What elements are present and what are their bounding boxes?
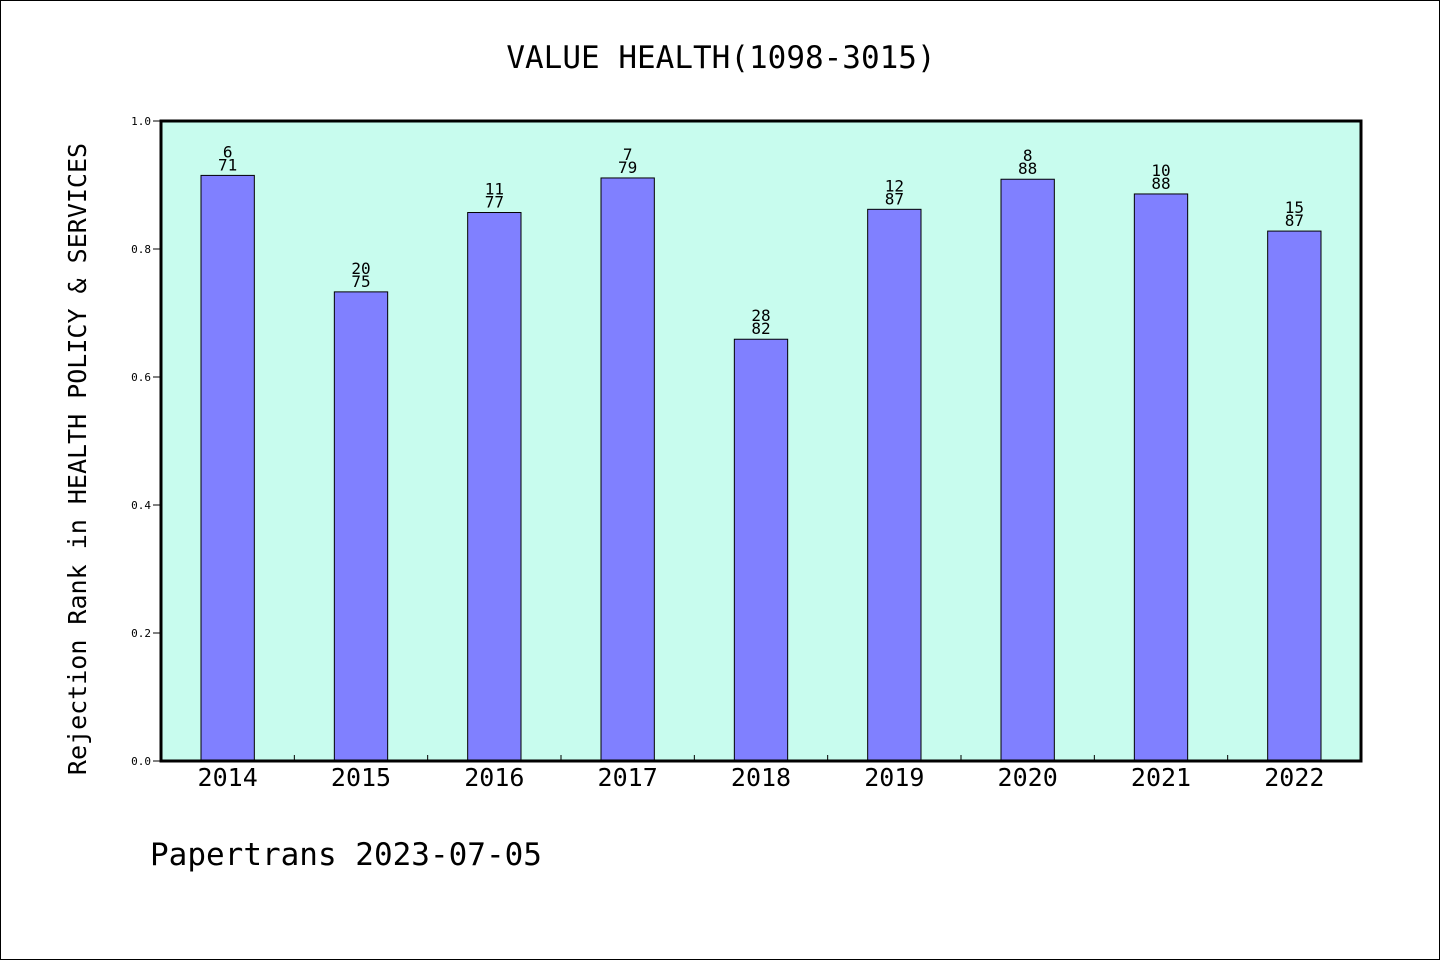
bar-label-rank: 6 (223, 142, 233, 161)
bar-label-total: 71 (218, 155, 237, 174)
y-tick-label: 0.6 (131, 371, 151, 384)
x-tick-label: 2021 (1131, 763, 1191, 792)
bar-2015 (333, 291, 389, 762)
y-tick-label: 0.8 (131, 243, 151, 256)
bar-label-total: 75 (351, 272, 370, 291)
y-tick-label: 0.0 (131, 755, 151, 768)
bar-label-total: 79 (618, 158, 637, 177)
bar-label-total: 88 (1151, 174, 1170, 193)
bar-2018 (733, 338, 789, 762)
bar-2020 (1000, 178, 1055, 762)
plot-border (159, 119, 1363, 763)
bar-label-rank: 15 (1285, 198, 1304, 217)
chart-title: VALUE HEALTH(1098-3015) (506, 40, 935, 76)
bar-label-total: 82 (751, 319, 770, 338)
bar-label-rank: 8 (1023, 146, 1033, 165)
x-tick-label: 2017 (598, 763, 658, 792)
bar-label-rank: 12 (885, 176, 904, 195)
bars-group (200, 174, 1322, 762)
footer-credit: Papertrans 2023-07-05 (150, 837, 542, 873)
y-axis-label: Rejection Rank in HEALTH POLICY & SERVIC… (63, 143, 92, 775)
bar-label-rank: 28 (751, 306, 770, 325)
x-tick-label: 2022 (1264, 763, 1324, 792)
x-tick-label: 2018 (731, 763, 791, 792)
bar-2017 (600, 177, 655, 762)
x-tick-label: 2019 (864, 763, 924, 792)
x-axis: 2014 2015 2016 2017 2018 2019 2020 2021 2022 (198, 755, 1324, 792)
bar-label-rank: 11 (485, 180, 504, 199)
bar-label-total: 88 (1018, 159, 1037, 178)
bar-2021 (1133, 193, 1189, 762)
bar-2019 (867, 208, 922, 762)
x-tick-label: 2016 (464, 763, 524, 792)
y-tick-label: 0.2 (131, 627, 151, 640)
bar-label-rank: 10 (1151, 161, 1170, 180)
bar-label-total: 87 (1285, 211, 1304, 230)
bar-2014 (200, 174, 255, 762)
x-tick-label: 2014 (198, 763, 258, 792)
x-tick-label: 2020 (998, 763, 1058, 792)
bar-label-rank: 7 (623, 145, 633, 164)
bar-2016 (467, 212, 522, 762)
bar-label-rank: 20 (351, 259, 370, 278)
y-axis: 0.0 0.2 0.4 0.6 0.8 1.0 (131, 115, 161, 768)
bar-label-total: 77 (485, 193, 504, 212)
x-tick-label: 2015 (331, 763, 391, 792)
y-tick-label: 0.4 (131, 499, 151, 512)
y-tick-label: 1.0 (131, 115, 151, 128)
bar-2022 (1267, 230, 1322, 762)
bar-label-total: 87 (885, 189, 904, 208)
